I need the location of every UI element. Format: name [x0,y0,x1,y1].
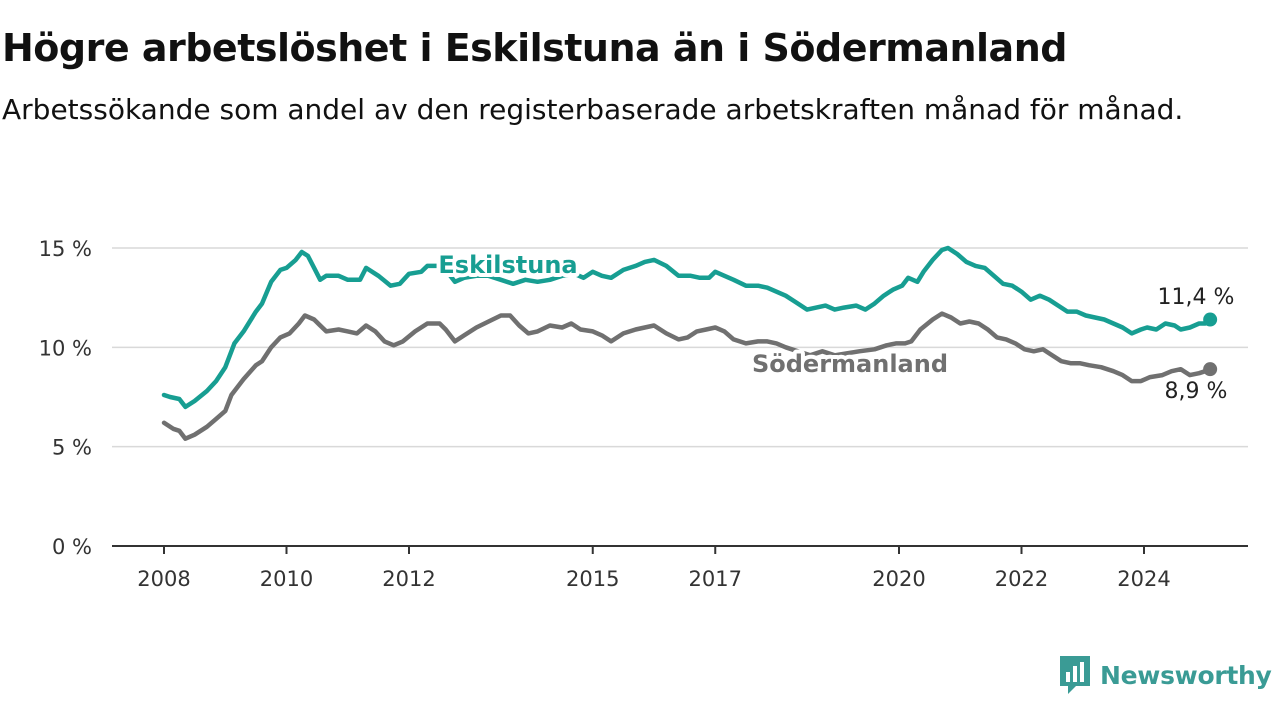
series-line-eskilstuna [161,245,1213,410]
gridlines [112,247,1248,448]
newsworthy-brand: Newsworthy [1058,654,1272,696]
axes: 0 % 5 % 10 % 15 % 2008 2010 2012 2015 2017 2020 20… [39,237,1248,591]
brand-name: Newsworthy [1100,660,1272,690]
y-tick-label: 10 % [39,336,92,360]
newsworthy-logo-icon [1060,656,1090,694]
chart-subtitle: Arbetssökande som andel av den registerb… [2,93,1184,126]
x-tick-label: 2020 [872,567,925,591]
x-tick-label: 2012 [382,567,435,591]
series-line-sodermanland [161,311,1213,441]
y-tick-label: 5 % [52,436,92,460]
series-label-halo: Eskilstuna [438,251,577,279]
series-labels: EskilstunaEskilstunaSödermanlandSöderman… [434,247,1235,404]
x-tick-label: 2010 [260,567,313,591]
end-point-eskilstuna [1203,312,1218,327]
end-value-label-eskilstuna: 11,4 % [1158,285,1235,310]
y-tick-label: 0 % [52,535,92,559]
series-label-halo: Södermanland [752,350,948,378]
y-tick-label: 15 % [39,237,92,261]
series-lines [161,245,1218,441]
series-label-sodermanland: Södermanland [752,350,948,378]
x-tick-label: 2015 [566,567,619,591]
series-label-eskilstuna: Eskilstuna [438,251,577,279]
x-tick-label: 2008 [137,567,190,591]
end-value-label-sodermanland: 8,9 % [1165,379,1228,404]
chart-title: Högre arbetslöshet i Eskilstuna än i Söd… [2,26,1067,70]
x-tick-label: 2024 [1117,567,1170,591]
x-tick-label: 2017 [689,567,742,591]
end-point-sodermanland [1203,362,1218,377]
x-tick-label: 2022 [995,567,1048,591]
